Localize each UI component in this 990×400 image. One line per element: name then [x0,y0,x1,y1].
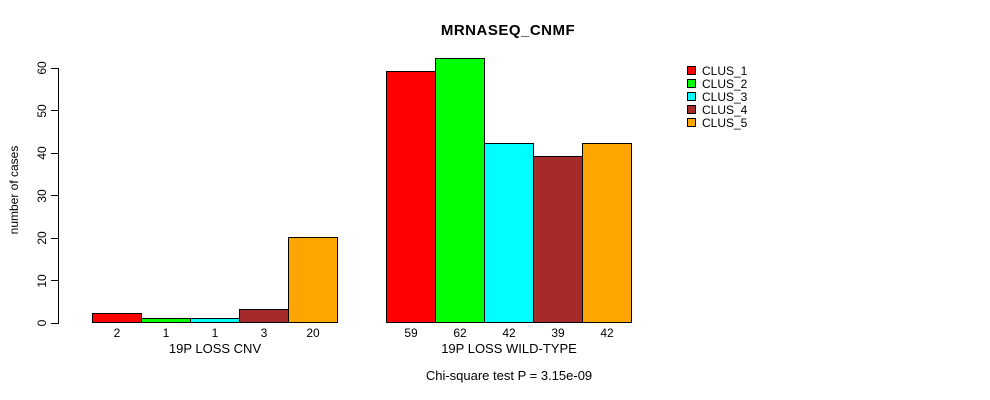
legend: CLUS_1 CLUS_2 CLUS_3 CLUS_4 CLUS_5 [687,63,748,130]
legend-label: CLUS_5 [702,115,748,130]
category-label: 19P LOSS CNV [168,341,262,356]
legend-label: CLUS_1 [702,63,748,78]
y-axis-line [58,68,59,324]
y-tick-mark [51,67,58,69]
bar-value-label: 3 [260,326,268,340]
y-tick-label: 20 [35,231,49,245]
legend-label: CLUS_4 [702,102,748,117]
y-tick-label: 30 [35,188,49,203]
y-tick-mark [51,237,58,239]
legend-item-clus_4: CLUS_4 [687,102,748,117]
legend-item-clus_3: CLUS_3 [687,89,748,104]
bar-value-label: 20 [306,326,320,340]
bar-clus_3 [484,143,534,323]
bar-clus_1 [386,71,436,323]
bar-clus_2 [435,58,485,323]
y-tick-mark [51,322,58,324]
bar-clus_1 [92,313,142,323]
legend-swatch [687,66,696,75]
legend-swatch [687,105,696,114]
chart-title: MRNASEQ_CNMF [440,22,576,39]
chi-square-annotation: Chi-square test P = 3.15e-09 [425,368,593,383]
bar-value-label: 1 [162,326,170,340]
legend-label: CLUS_2 [702,76,748,91]
bar-clus_5 [288,237,338,323]
y-tick-mark [51,280,58,281]
y-tick-label: 50 [35,103,49,118]
y-tick-mark [51,110,58,111]
bar-value-label: 39 [551,326,565,340]
legend-item-clus_5: CLUS_5 [687,115,748,130]
bar-clus_3 [190,318,240,323]
legend-swatch [687,92,696,101]
legend-swatch [687,118,696,127]
bar-value-label: 42 [600,326,614,340]
bar-clus_4 [239,309,289,323]
y-tick-label: 0 [35,319,49,327]
y-tick-mark [51,152,58,154]
y-tick-label: 10 [35,273,49,288]
bar-value-label: 2 [113,326,121,340]
bar-value-label: 42 [502,326,516,340]
bar-value-label: 1 [211,326,219,340]
legend-label: CLUS_3 [702,89,748,104]
bar-value-label: 59 [404,326,418,340]
bar-clus_4 [533,156,583,323]
category-label: 19P LOSS WILD-TYPE [441,341,577,356]
legend-item-clus_1: CLUS_1 [687,63,748,78]
y-tick-label: 60 [35,61,49,75]
legend-item-clus_2: CLUS_2 [687,76,748,91]
y-tick-label: 40 [35,146,49,160]
y-tick-mark [51,195,58,196]
bar-clus_2 [141,318,191,323]
bar-clus_5 [582,143,632,323]
legend-swatch [687,79,696,88]
bar-value-label: 62 [453,326,467,340]
